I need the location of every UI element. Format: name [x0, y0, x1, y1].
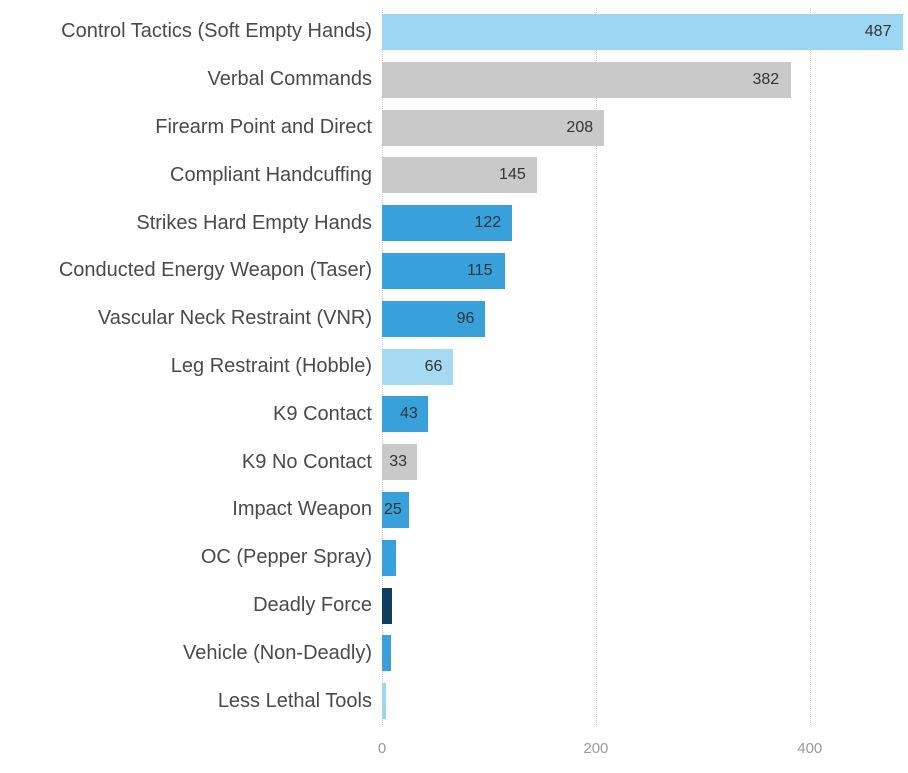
bar[interactable] — [382, 348, 453, 385]
value-label: 96 — [456, 309, 475, 327]
bar[interactable] — [382, 635, 391, 672]
gridline-x-200 — [595, 8, 597, 725]
value-label: 382 — [752, 70, 780, 88]
bar[interactable] — [382, 444, 418, 481]
category-label: Firearm Point and Direct — [155, 115, 372, 138]
category-label: Impact Weapon — [232, 498, 372, 521]
category-label: Conducted Energy Weapon (Taser) — [58, 259, 372, 282]
category-label: Verbal Commands — [207, 68, 372, 91]
gridline-x-400 — [809, 8, 811, 725]
category-label: Compliant Handcuffing — [170, 163, 372, 186]
x-axis-tick-label: 200 — [583, 740, 609, 757]
value-label: 115 — [466, 261, 493, 279]
category-label: Control Tactics (Soft Empty Hands) — [61, 20, 372, 43]
bar[interactable] — [382, 587, 392, 624]
value-label: 145 — [499, 166, 526, 184]
value-label: 25 — [384, 500, 402, 518]
bar[interactable] — [382, 61, 791, 98]
value-label: 43 — [399, 405, 418, 423]
bar[interactable] — [382, 13, 903, 50]
value-label: 33 — [389, 453, 408, 471]
bar[interactable] — [382, 109, 605, 146]
category-label: Vehicle (Non-Deadly) — [183, 641, 372, 664]
chart-plot-area: 487 382 208 145 122 115 96 66 43 33 25 — [382, 8, 906, 725]
category-label: Deadly Force — [253, 593, 372, 616]
bar[interactable] — [382, 683, 387, 720]
bar[interactable] — [382, 396, 428, 433]
x-axis-tick-label: 0 — [377, 740, 387, 757]
value-label: 122 — [474, 214, 502, 232]
value-label: 487 — [864, 22, 892, 40]
bar[interactable] — [382, 252, 505, 289]
category-label: Vascular Neck Restraint (VNR) — [97, 307, 372, 330]
category-label: K9 Contact — [273, 402, 372, 425]
bar[interactable] — [382, 205, 513, 242]
category-label: Strikes Hard Empty Hands — [136, 211, 372, 234]
value-label: 208 — [566, 118, 594, 136]
x-axis-tick-label: 400 — [797, 740, 823, 757]
category-label: Less Lethal Tools — [217, 689, 372, 712]
bar[interactable] — [382, 157, 538, 194]
category-label: Leg Restraint (Hobble) — [170, 354, 372, 377]
category-label: K9 No Contact — [241, 450, 372, 473]
bar[interactable] — [382, 539, 396, 576]
category-label: OC (Pepper Spray) — [200, 546, 372, 569]
bar[interactable] — [382, 491, 409, 528]
value-label: 66 — [424, 357, 443, 375]
bar[interactable] — [382, 300, 485, 337]
